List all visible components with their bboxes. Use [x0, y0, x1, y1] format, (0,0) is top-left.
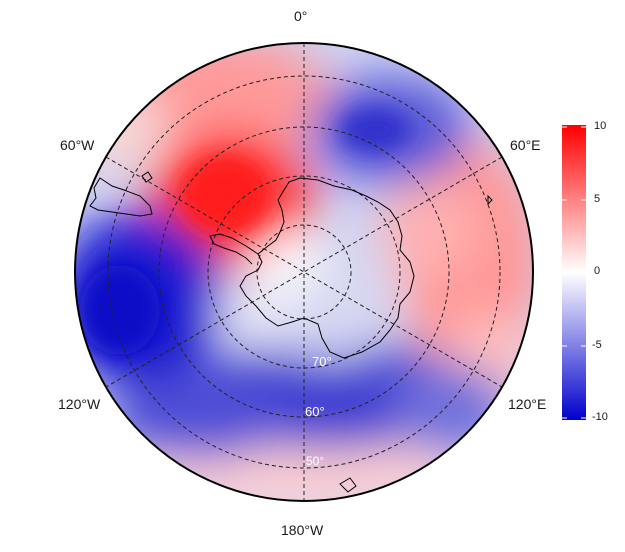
graticule [105, 43, 503, 501]
map-boundary [74, 42, 534, 502]
meridian [105, 156, 503, 388]
lon-label-upper-left: 60°W [60, 137, 95, 153]
lon-label-upper-right: 60°E [510, 137, 541, 153]
colorbar-tick-label: 5 [594, 193, 601, 205]
lon-label-top: 0° [294, 8, 308, 24]
colorbar-tick-label: 10 [594, 120, 607, 132]
colorbar-tick-label: -10 [592, 411, 608, 423]
antarctica-coastline [239, 177, 415, 359]
meridian [105, 156, 503, 388]
lat-label: 50° [306, 454, 324, 468]
south-america-coastline [89, 177, 153, 217]
lat-label: 60° [305, 404, 325, 419]
anomaly-field [75, 43, 533, 501]
lon-label-bottom: 180°W [281, 522, 324, 538]
colorbar-tick-label: 0 [594, 265, 601, 277]
lon-label-lower-right: 120°E [508, 396, 547, 412]
lat-label: 70° [312, 354, 332, 369]
antarctic-peninsula [209, 233, 259, 265]
colorbar [562, 125, 586, 420]
lon-label-lower-left: 120°W [58, 396, 101, 412]
latitude-circle [107, 75, 501, 469]
colorbar-tick-label: -5 [592, 339, 602, 351]
islands [141, 171, 493, 493]
